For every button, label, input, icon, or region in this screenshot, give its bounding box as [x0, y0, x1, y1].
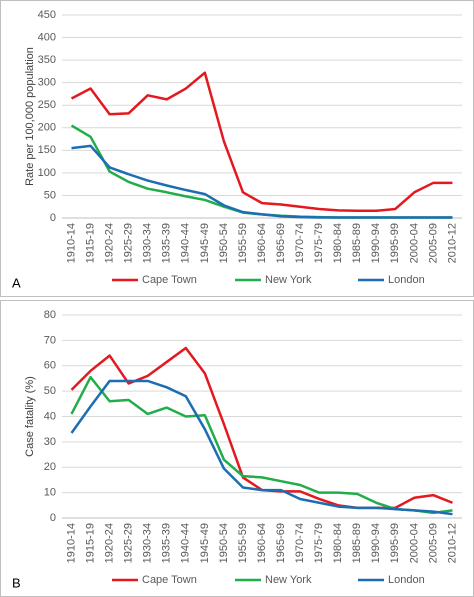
series-line — [70, 71, 453, 213]
series-line — [70, 375, 453, 515]
y-tick-label: 80 — [44, 309, 56, 321]
x-tick-label: 1960-64 — [256, 223, 268, 263]
y-tick-label: 150 — [38, 144, 56, 156]
x-tick-label: 1990-94 — [370, 523, 382, 563]
legend-label: New York — [265, 574, 312, 586]
y-tick-label: 450 — [38, 9, 56, 21]
x-tick-label: 1915-19 — [84, 523, 96, 563]
x-tick-label: 1945-49 — [199, 223, 211, 263]
x-tick-label: 1945-49 — [199, 523, 211, 563]
y-tick-label: 50 — [44, 385, 56, 397]
x-tick-label: 1975-79 — [313, 223, 325, 263]
x-tick-label: 1940-44 — [180, 223, 192, 263]
x-tick-label: 1920-24 — [104, 523, 116, 563]
x-tick-label: 1980-84 — [332, 223, 344, 263]
x-tick-label: 1955-59 — [237, 523, 249, 563]
x-tick-label: 1985-89 — [351, 223, 363, 263]
x-tick-label: 1995-99 — [389, 223, 401, 263]
x-tick-label: 1975-79 — [313, 523, 325, 563]
legend-label: London — [388, 574, 425, 586]
legend-label: New York — [265, 274, 312, 286]
x-tick-label: 1925-29 — [123, 223, 135, 263]
x-tick-label: 2005-09 — [427, 523, 439, 563]
y-tick-label: 50 — [44, 189, 56, 201]
y-tick-label: 300 — [38, 77, 56, 89]
panel-label: B — [12, 575, 21, 590]
y-tick-label: 200 — [38, 122, 56, 134]
x-tick-label: 1970-74 — [294, 223, 306, 263]
y-tick-label: 20 — [44, 461, 56, 473]
y-axis-label: Case fatality (%) — [24, 376, 36, 457]
x-tick-label: 2010-12 — [446, 223, 458, 263]
x-tick-label: 1985-89 — [351, 523, 363, 563]
x-tick-label: 1930-34 — [142, 223, 154, 263]
x-tick-label: 1955-59 — [237, 223, 249, 263]
y-tick-label: 0 — [50, 212, 56, 224]
y-tick-label: 40 — [44, 410, 56, 422]
x-tick-label: 1935-39 — [161, 223, 173, 263]
y-tick-label: 350 — [38, 54, 56, 66]
y-tick-label: 30 — [44, 436, 56, 448]
x-tick-label: 1930-34 — [142, 523, 154, 563]
x-tick-label: 1950-54 — [218, 223, 230, 263]
legend-label: London — [388, 274, 425, 286]
x-tick-label: 2005-09 — [427, 223, 439, 263]
y-tick-label: 10 — [44, 487, 56, 499]
x-tick-label: 1980-84 — [332, 523, 344, 563]
x-tick-label: 1925-29 — [123, 523, 135, 563]
x-tick-label: 1970-74 — [294, 523, 306, 563]
x-tick-label: 1960-64 — [256, 523, 268, 563]
x-tick-label: 2000-04 — [408, 523, 420, 563]
x-tick-label: 1965-69 — [275, 223, 287, 263]
legend-label: Cape Town — [142, 274, 197, 286]
y-tick-label: 0 — [50, 512, 56, 524]
x-tick-label: 1940-44 — [180, 523, 192, 563]
series-line — [70, 379, 453, 516]
y-tick-label: 250 — [38, 99, 56, 111]
legend-label: Cape Town — [142, 574, 197, 586]
y-tick-label: 400 — [38, 31, 56, 43]
x-tick-label: 1910-14 — [65, 223, 77, 263]
series-line — [70, 346, 453, 510]
panel-label: A — [12, 275, 21, 290]
x-tick-label: 2010-12 — [446, 523, 458, 563]
x-tick-label: 1920-24 — [104, 223, 116, 263]
y-tick-label: 100 — [38, 167, 56, 179]
x-tick-label: 1995-99 — [389, 523, 401, 563]
series-line — [71, 144, 453, 219]
y-axis-label: Rate per 100,000 population — [24, 47, 36, 186]
x-tick-label: 1950-54 — [218, 523, 230, 563]
x-tick-label: 1935-39 — [161, 523, 173, 563]
x-tick-label: 1910-14 — [65, 523, 77, 563]
x-tick-label: 1965-69 — [275, 523, 287, 563]
x-tick-label: 1990-94 — [370, 223, 382, 263]
y-tick-label: 70 — [44, 334, 56, 346]
y-tick-label: 60 — [44, 360, 56, 372]
x-tick-label: 2000-04 — [408, 223, 420, 263]
x-tick-label: 1915-19 — [84, 223, 96, 263]
